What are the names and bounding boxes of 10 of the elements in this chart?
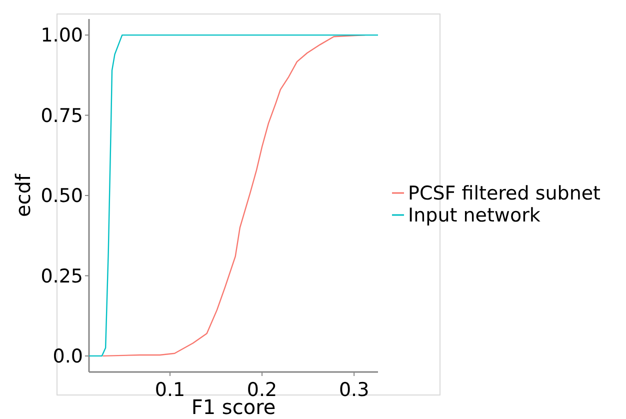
legend-label: PCSF filtered subnet	[408, 182, 601, 205]
y-tick-label: 1.00	[40, 24, 83, 47]
x-tick-label: 0.1	[154, 379, 186, 401]
y-tick-label: 0.75	[40, 104, 83, 127]
y-tick-label: 0.25	[40, 265, 83, 288]
legend-label: Input network	[408, 204, 540, 227]
y-axis-title: ecdf	[11, 173, 35, 218]
y-tick-label: 0.50	[40, 185, 83, 208]
y-tick-label: 0.0	[52, 346, 83, 368]
x-tick-label: 0.3	[338, 379, 370, 401]
